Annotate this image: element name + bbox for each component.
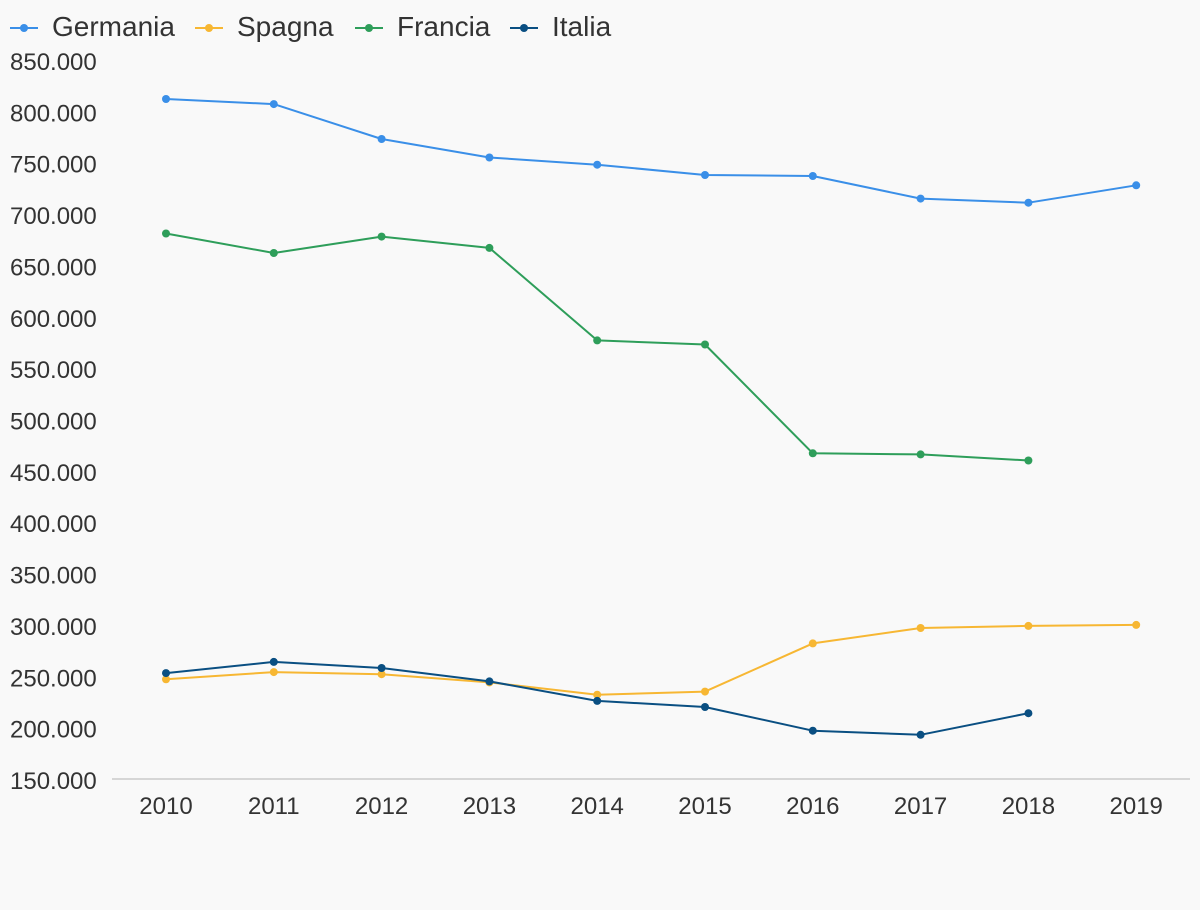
x-tick-label: 2015 — [678, 793, 731, 820]
y-tick-label: 200.000 — [10, 717, 97, 744]
y-tick-label: 550.000 — [10, 357, 97, 384]
x-tick-label: 2019 — [1110, 793, 1163, 820]
data-point — [269, 100, 278, 109]
x-tick-label: 2010 — [139, 793, 192, 820]
y-tick-label: 250.000 — [10, 665, 97, 692]
y-tick-label: 450.000 — [10, 460, 97, 487]
data-point — [1132, 181, 1141, 190]
data-point — [269, 668, 278, 677]
series-francia — [162, 229, 1033, 465]
chart-legend: Germania Spagna Francia Italia — [10, 11, 612, 42]
data-point — [593, 696, 602, 705]
legend-item-italia[interactable]: Italia — [510, 11, 612, 42]
x-tick-label: 2011 — [248, 793, 300, 820]
legend-item-spagna[interactable]: Spagna — [195, 11, 334, 42]
legend-label: Spagna — [237, 11, 334, 42]
data-point — [377, 232, 386, 241]
data-point — [808, 172, 817, 180]
data-point — [916, 450, 925, 459]
y-tick-label: 650.000 — [10, 254, 97, 281]
data-point — [485, 153, 494, 162]
y-axis: 150.000 200.000 250.000 300.000 350.000 400.0… — [10, 49, 97, 795]
series-spagna — [162, 620, 1141, 699]
data-point — [1024, 709, 1033, 718]
legend-marker-icon — [520, 24, 528, 32]
legend-item-germania[interactable]: Germania — [10, 11, 175, 42]
y-tick-label: 350.000 — [10, 563, 97, 590]
data-point — [162, 95, 170, 103]
legend-marker-icon — [20, 24, 28, 32]
x-tick-label: 2013 — [463, 793, 516, 820]
legend-marker-icon — [365, 24, 373, 32]
data-point — [593, 160, 602, 169]
data-point — [593, 690, 602, 699]
data-point — [701, 171, 709, 179]
data-point — [377, 664, 386, 672]
data-point — [269, 657, 278, 666]
data-point — [701, 703, 709, 711]
data-point — [916, 194, 925, 203]
data-point — [162, 675, 170, 684]
y-tick-label: 700.000 — [10, 203, 97, 230]
legend-item-francia[interactable]: Francia — [355, 11, 491, 42]
y-tick-label: 500.000 — [10, 409, 97, 436]
x-axis: 2010 2011 2012 2013 2014 2015 2016 2017 2018 2019 — [112, 778, 1190, 820]
x-tick-label: 2014 — [571, 793, 624, 820]
legend-label: Italia — [552, 11, 612, 42]
x-tick-label: 2012 — [355, 793, 408, 820]
x-tick-label: 2016 — [786, 793, 839, 820]
data-point — [162, 669, 170, 678]
data-point — [1132, 620, 1141, 629]
series-line — [165, 232, 1029, 462]
series-line — [165, 98, 1137, 204]
data-point — [485, 677, 494, 686]
data-point — [1024, 198, 1033, 207]
data-point — [485, 243, 494, 252]
y-tick-label: 150.000 — [10, 768, 97, 795]
series-layer — [162, 95, 1141, 739]
legend-marker-icon — [205, 24, 213, 32]
x-tick-label: 2018 — [1002, 793, 1055, 820]
data-point — [1024, 456, 1033, 465]
data-point — [1024, 621, 1033, 630]
data-point — [701, 340, 709, 349]
data-point — [701, 687, 709, 696]
data-point — [916, 730, 925, 739]
data-point — [377, 135, 386, 143]
y-tick-label: 400.000 — [10, 511, 97, 538]
y-tick-label: 850.000 — [10, 49, 97, 76]
y-tick-label: 300.000 — [10, 614, 97, 641]
data-point — [162, 229, 170, 238]
legend-label: Germania — [52, 11, 175, 42]
y-tick-label: 750.000 — [10, 152, 97, 179]
series-germania — [162, 95, 1141, 207]
data-point — [808, 639, 817, 648]
data-point — [808, 449, 817, 458]
data-point — [808, 726, 817, 735]
legend-label: Francia — [397, 11, 491, 42]
data-point — [593, 336, 602, 345]
x-tick-label: 2017 — [894, 793, 947, 820]
data-point — [916, 624, 925, 632]
y-tick-label: 600.000 — [10, 306, 97, 333]
series-line — [165, 623, 1137, 696]
data-point — [269, 249, 278, 257]
series-italia — [162, 657, 1033, 739]
y-tick-label: 800.000 — [10, 100, 97, 127]
data-point — [377, 670, 386, 679]
